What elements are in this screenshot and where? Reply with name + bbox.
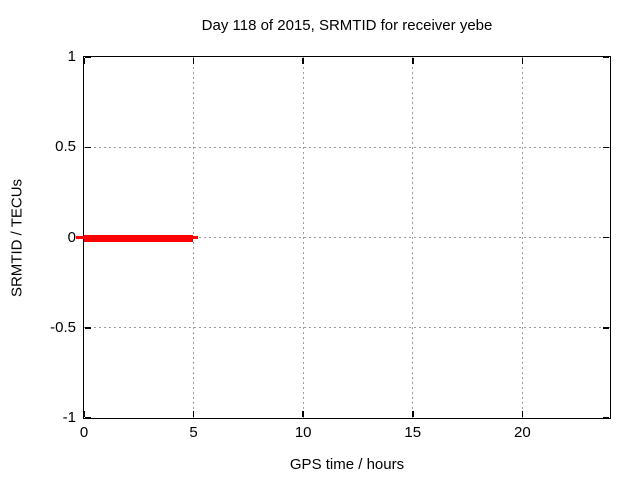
y-tick-label: 0.5 [55, 138, 76, 156]
x-axis-label: GPS time / hours [289, 456, 405, 473]
data-series-line [84, 234, 194, 242]
gridline-horizontal [84, 146, 610, 148]
chart-title: Day 118 of 2015, SRMTID for receiver yeb… [201, 17, 493, 34]
y-tick-mark-right [603, 236, 609, 239]
gridline-horizontal [84, 327, 610, 329]
y-tick-label: -1 [62, 409, 76, 426]
y-tick-mark-left [85, 56, 91, 58]
x-tick-mark-top [521, 58, 524, 64]
x-tick-mark-bottom [412, 411, 414, 417]
x-tick-mark-bottom [302, 411, 304, 417]
y-tick-mark-right [603, 56, 609, 58]
y-tick-label: 1 [67, 48, 76, 65]
x-tick-mark-bottom [521, 411, 524, 417]
gridline-horizontal [84, 237, 610, 238]
y-tick-mark-left [85, 417, 91, 419]
x-tick-mark-top [412, 58, 414, 64]
y-tick-mark-left [85, 146, 91, 148]
x-tick-label: 0 [79, 424, 89, 441]
x-tick-label: 5 [189, 424, 198, 441]
x-tick-label: 10 [294, 424, 312, 441]
x-tick-mark-bottom [83, 411, 85, 417]
y-tick-mark-left [85, 327, 91, 329]
x-tick-label: 15 [404, 424, 422, 441]
x-tick-mark-bottom [192, 411, 195, 417]
x-tick-label: 20 [513, 424, 531, 441]
y-tick-mark-right [603, 146, 609, 148]
y-tick-label: -0.5 [50, 318, 76, 336]
x-tick-mark-top [83, 58, 85, 64]
y-tick-mark-right [603, 417, 609, 419]
y-tick-mark-right [603, 327, 609, 329]
y-tick-label: 0 [67, 228, 76, 246]
x-tick-mark-top [192, 58, 195, 64]
x-tick-mark-top [302, 58, 304, 64]
